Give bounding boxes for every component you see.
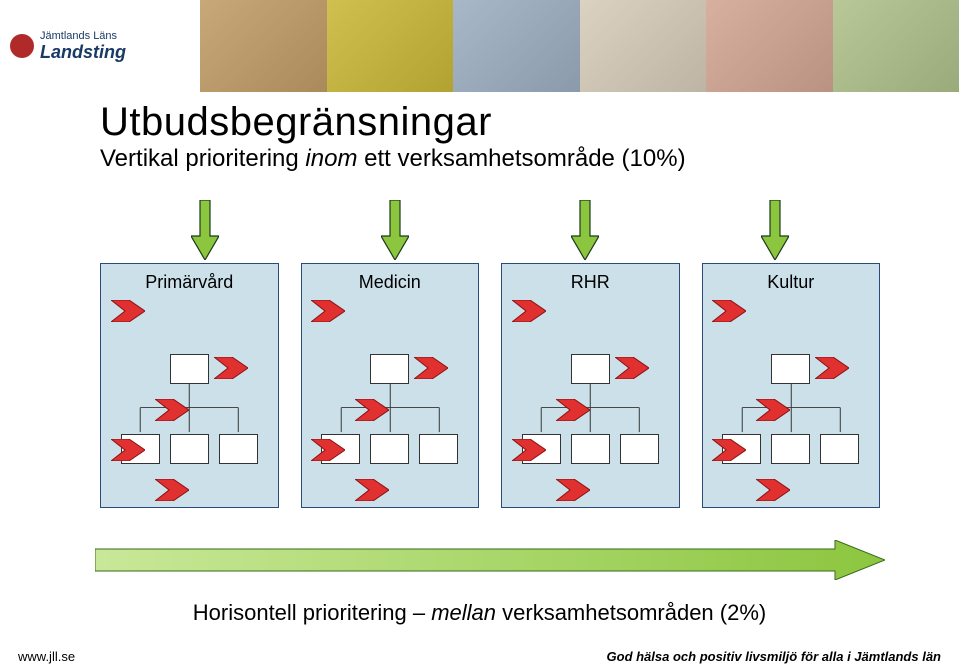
org-node: [370, 434, 409, 464]
category-box: Primärvård: [100, 263, 279, 508]
slide-title: Utbudsbegränsningar: [100, 100, 919, 145]
chevron-icon: [756, 399, 790, 426]
banner-photo: [580, 0, 707, 92]
chevron-icon: [556, 479, 590, 506]
chevron-icon: [111, 439, 145, 466]
chevron-icon: [355, 399, 389, 426]
bottom-caption: Horisontell prioritering – mellan verksa…: [0, 600, 959, 626]
chevron-icon: [556, 399, 590, 426]
down-arrow-icon: [571, 200, 599, 260]
chevron-icon: [815, 357, 849, 384]
down-arrows-row: [110, 200, 870, 260]
down-arrow-icon: [191, 200, 219, 260]
banner-photo: [833, 0, 959, 92]
subtitle-italic: inom: [305, 145, 357, 172]
banner-photo: [327, 0, 454, 92]
chevron-icon: [355, 479, 389, 506]
chevron-icon: [111, 300, 145, 327]
chevron-icon: [155, 399, 189, 426]
category-box: RHR: [501, 263, 680, 508]
chevron-icon: [712, 300, 746, 327]
bottom-suffix: verksamhetsområden (2%): [496, 600, 766, 625]
banner-photo: [706, 0, 833, 92]
chevron-icon: [311, 300, 345, 327]
slide-subtitle: Vertikal prioritering inom ett verksamhe…: [100, 145, 919, 173]
category-box: Medicin: [301, 263, 480, 508]
org-node: [571, 434, 610, 464]
horizontal-arrow: [95, 540, 885, 580]
org-node: [219, 434, 258, 464]
boxes-row: Primärvård Medicin RHR Kultur: [100, 263, 880, 508]
chevron-icon: [512, 300, 546, 327]
org-node: [820, 434, 859, 464]
footer-url: www.jll.se: [18, 649, 75, 664]
banner-photo: [453, 0, 580, 92]
banner-photo: [200, 0, 327, 92]
bottom-prefix: Horisontell prioritering –: [193, 600, 431, 625]
logo: Jämtlands Läns Landsting: [0, 0, 200, 92]
org-node: [170, 434, 209, 464]
logo-line2: Landsting: [40, 42, 126, 63]
slide-content: Utbudsbegränsningar Vertikal prioriterin…: [0, 100, 959, 193]
org-node: [170, 354, 209, 384]
org-node: [771, 434, 810, 464]
category-box: Kultur: [702, 263, 881, 508]
logo-line1: Jämtlands Läns: [40, 30, 126, 42]
chevron-icon: [414, 357, 448, 384]
logo-text: Jämtlands Läns Landsting: [40, 30, 126, 63]
chevron-icon: [214, 357, 248, 384]
org-node: [620, 434, 659, 464]
subtitle-suffix: ett verksamhetsområde (10%): [357, 145, 685, 172]
subtitle-prefix: Vertikal prioritering: [100, 145, 305, 172]
chevron-icon: [756, 479, 790, 506]
org-node: [571, 354, 610, 384]
footer-tagline: God hälsa och positiv livsmiljö för alla…: [607, 649, 941, 664]
chevron-icon: [311, 439, 345, 466]
banner-photos: [200, 0, 959, 92]
chevron-icon: [512, 439, 546, 466]
logo-icon: [10, 34, 34, 58]
down-arrow-icon: [761, 200, 789, 260]
chevron-icon: [712, 439, 746, 466]
down-arrow-icon: [381, 200, 409, 260]
bottom-italic: mellan: [431, 600, 496, 625]
org-node: [370, 354, 409, 384]
chevron-icon: [155, 479, 189, 506]
chevron-icon: [615, 357, 649, 384]
org-node: [419, 434, 458, 464]
org-node: [771, 354, 810, 384]
header-banner: Jämtlands Läns Landsting: [0, 0, 959, 92]
